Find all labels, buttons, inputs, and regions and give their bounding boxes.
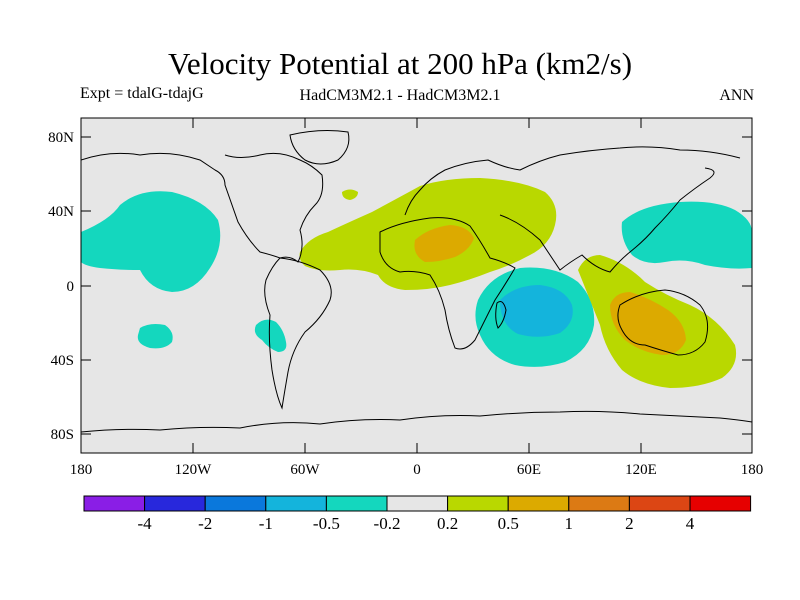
lon-label-180w: 180 bbox=[70, 462, 93, 478]
lat-label-80n: 80N bbox=[48, 130, 74, 146]
field-south-america-small bbox=[254, 319, 287, 352]
coastline-australia bbox=[617, 289, 709, 356]
colorbar-swatch bbox=[568, 495, 630, 512]
coastlines bbox=[81, 130, 752, 433]
colorbar-label: 4 bbox=[685, 514, 695, 533]
colorbar-label: -0.5 bbox=[312, 514, 340, 533]
field-north-pacific-east bbox=[621, 201, 752, 269]
experiment-label: Expt = tdalG-tdajG bbox=[80, 85, 204, 102]
colorbar-swatch bbox=[507, 495, 570, 512]
colorbar bbox=[83, 495, 752, 512]
colorbar-swatch bbox=[325, 495, 388, 512]
coastline-greenland bbox=[289, 130, 350, 165]
lat-label-80s: 80S bbox=[51, 427, 74, 443]
lon-label-180e: 180 bbox=[741, 462, 764, 478]
field-africa-orange bbox=[414, 225, 474, 262]
field-atlantic-small-green bbox=[342, 189, 358, 200]
chart-title: Velocity Potential at 200 hPa (km2/s) bbox=[167, 46, 633, 81]
coastline-asia bbox=[499, 167, 715, 273]
lon-label-60e: 60E bbox=[517, 462, 541, 478]
field-indian-ocean-inner bbox=[500, 285, 573, 337]
colorbar-swatch bbox=[265, 495, 327, 512]
contour-fields bbox=[81, 178, 752, 388]
lon-label-60w: 60W bbox=[290, 462, 320, 478]
lon-label-120w: 120W bbox=[175, 462, 213, 478]
season-label: ANN bbox=[719, 87, 754, 104]
lon-label-0: 0 bbox=[413, 462, 421, 478]
field-north-pacific-west bbox=[81, 191, 221, 292]
colorbar-label: 1 bbox=[564, 514, 574, 533]
coastline-antarctica bbox=[81, 410, 752, 433]
coastline-madagascar bbox=[495, 301, 507, 329]
lat-label-40n: 40N bbox=[48, 204, 74, 220]
colorbar-label: 0.5 bbox=[497, 514, 519, 533]
colorbar-swatch bbox=[628, 495, 691, 512]
field-south-pacific-small bbox=[137, 324, 173, 349]
model-label: HadCM3M2.1 - HadCM3M2.1 bbox=[299, 87, 501, 104]
lat-label-0: 0 bbox=[67, 279, 75, 295]
lat-label-40s: 40S bbox=[51, 353, 74, 369]
colorbar-swatch bbox=[83, 495, 146, 512]
colorbar-label: -0.2 bbox=[373, 514, 401, 533]
colorbar-swatch bbox=[447, 495, 509, 512]
colorbar-swatch bbox=[144, 495, 206, 512]
colorbar-label: 0.2 bbox=[436, 514, 459, 533]
colorbar-swatch bbox=[689, 495, 752, 512]
colorbar-label: -2 bbox=[198, 514, 213, 533]
coastline-europe bbox=[404, 146, 741, 216]
coastline-north-america bbox=[81, 152, 324, 263]
coastline-south-america bbox=[264, 257, 332, 410]
coastline-africa bbox=[379, 217, 516, 350]
lon-label-120e: 120E bbox=[625, 462, 657, 478]
colorbar-swatch bbox=[386, 495, 449, 512]
colorbar-label: -4 bbox=[137, 514, 152, 533]
colorbar-swatch bbox=[204, 495, 267, 512]
lat-tick-marks bbox=[81, 136, 752, 435]
colorbar-label: 2 bbox=[625, 514, 634, 533]
colorbar-label: -1 bbox=[258, 514, 273, 533]
lon-tick-marks bbox=[192, 118, 642, 453]
